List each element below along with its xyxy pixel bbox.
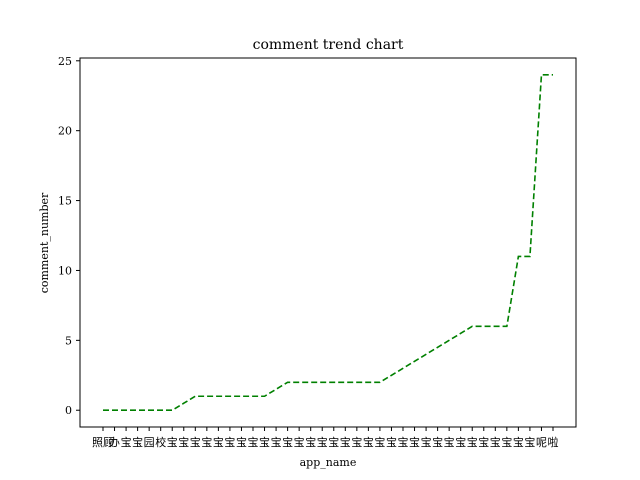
x-tick-label: 宝 [178,435,189,449]
x-tick-label: 宝 [213,435,224,449]
x-tick-label: 宝 [190,435,201,449]
x-tick-label: 宝 [201,435,212,449]
plot-frame [79,57,577,428]
x-tick-label: 宝 [271,435,282,449]
x-tick-label: 办 [109,436,120,449]
x-tick-label: 宝 [305,435,316,449]
y-axis-label: comment_number [38,192,51,293]
x-tick-label: 宝 [294,435,305,449]
x-tick-label: 宝 [317,435,328,449]
x-tick-label: 宝 [351,435,362,449]
x-tick-label: 宝 [409,435,420,449]
x-tick-label: 校 [155,435,166,449]
x-tick-label: 宝 [501,435,512,449]
x-tick-label: 宝 [328,435,339,449]
chart-title: comment trend chart [253,37,404,53]
x-tick-label: 宝 [513,435,524,449]
x-tick-label: 宝 [363,435,374,449]
x-tick-label: 呢 [536,436,547,449]
x-tick-label: 宝 [524,435,535,449]
x-tick-label: 宝 [467,435,478,449]
x-tick-label: 宝 [236,435,247,449]
x-tick-label: 宝 [490,435,501,449]
x-tick-label: 宝 [340,435,351,449]
x-tick-label: 宝 [444,435,455,449]
series-line [103,73,553,412]
x-tick-label: 宝 [432,435,443,449]
y-tick-label: 20 [58,125,72,138]
x-tick-label: 宝 [282,435,293,449]
x-tick-label: 宝 [121,435,132,449]
x-axis-label: app_name [300,456,357,469]
plot-area: 0510152025照顾办宝宝园校宝宝宝宝宝宝宝宝宝宝宝宝宝宝宝宝宝宝宝宝宝宝宝… [58,55,577,449]
x-tick-label: 宝 [421,435,432,449]
x-tick-label: 宝 [386,435,397,449]
x-tick-label: 宝 [478,435,489,449]
y-tick-label: 15 [58,195,72,208]
x-tick-label: 照顾 [92,436,114,449]
x-tick-label: 宝 [398,435,409,449]
x-tick-label: 宝 [132,435,143,449]
y-tick-label: 10 [58,264,72,277]
x-tick-label: 宝 [374,435,385,449]
y-tick-label: 5 [65,334,72,347]
x-tick-label: 宝 [167,435,178,449]
y-tick-label: 25 [58,55,72,68]
x-tick-label: 宝 [248,435,259,449]
x-tick-label: 宝 [455,435,466,449]
y-tick-label: 0 [65,404,72,417]
x-tick-label: 园 [144,436,155,449]
x-tick-label: 宝 [224,435,235,449]
x-tick-label: 啦 [548,435,559,449]
x-tick-label: 宝 [259,435,270,449]
